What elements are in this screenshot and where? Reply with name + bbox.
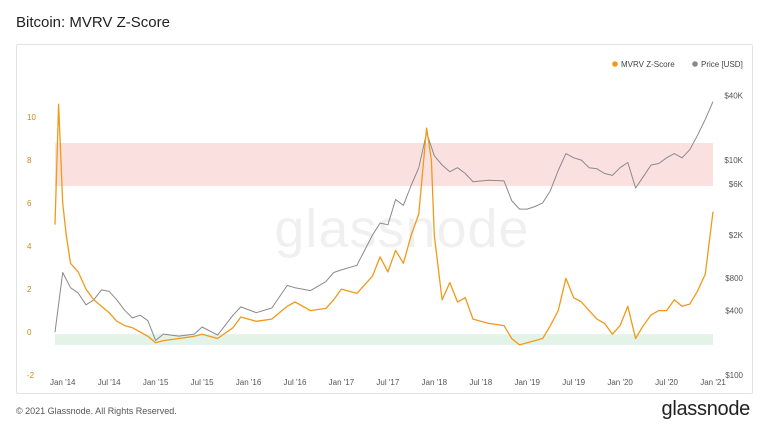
undervalued-band (55, 334, 713, 345)
left-tick-label: 0 (27, 328, 32, 337)
right-tick-label: $100 (725, 371, 743, 380)
left-axis: -2 0 2 4 6 8 10 (27, 113, 36, 380)
left-tick-label: 6 (27, 199, 32, 208)
legend-swatch (612, 61, 618, 67)
x-tick-label: Jan '20 (607, 378, 633, 387)
x-tick-label: Jan '18 (422, 378, 448, 387)
legend: MVRV Z-Score Price [USD] (612, 60, 743, 69)
mvrv-zscore-line (54, 103, 714, 346)
x-tick-label: Jul '14 (98, 378, 121, 387)
x-tick-label: Jul '20 (655, 378, 678, 387)
watermark-text: glassnode (274, 199, 529, 259)
x-axis: Jan '14 Jul '14 Jan '15 Jul '15 Jan '16 Jul '… (50, 378, 726, 387)
right-tick-label: $40K (724, 91, 743, 100)
right-tick-label: $800 (725, 274, 743, 283)
copyright-text: © 2021 Glassnode. All Rights Reserved. (16, 406, 177, 416)
left-tick-label: 4 (27, 242, 32, 251)
x-tick-label: Jan '14 (50, 378, 76, 387)
x-tick-label: Jan '19 (514, 378, 540, 387)
legend-entry[interactable]: MVRV Z-Score (621, 60, 675, 69)
mvrv-chart: glassnode MVRV Z-Score Price [USD] -2 0 2 4 6… (27, 60, 744, 387)
left-tick-label: -2 (27, 371, 35, 380)
x-tick-label: Jul '19 (562, 378, 585, 387)
x-tick-label: Jul '16 (284, 378, 307, 387)
overvalued-band (55, 143, 713, 186)
right-tick-label: $6K (729, 180, 744, 189)
glassnode-logo[interactable]: glassnode (661, 398, 751, 420)
x-tick-label: Jul '17 (376, 378, 399, 387)
left-tick-label: 10 (27, 113, 36, 122)
legend-entry[interactable]: Price [USD] (701, 60, 743, 69)
left-tick-label: 2 (27, 285, 32, 294)
x-tick-label: Jan '17 (329, 378, 355, 387)
x-tick-label: Jan '21 (700, 378, 726, 387)
x-tick-label: Jan '15 (143, 378, 169, 387)
left-tick-label: 8 (27, 156, 32, 165)
x-tick-label: Jul '15 (191, 378, 214, 387)
right-tick-label: $10K (724, 156, 743, 165)
x-tick-label: Jul '18 (469, 378, 492, 387)
x-tick-label: Jan '16 (236, 378, 262, 387)
page-title: Bitcoin: MVRV Z-Score (16, 14, 170, 31)
legend-swatch (692, 61, 698, 67)
price-usd-line (54, 101, 714, 341)
right-axis: $100 $400 $800 $2K $6K $10K $40K (724, 91, 743, 380)
right-tick-label: $2K (729, 231, 744, 240)
right-tick-label: $400 (725, 306, 743, 315)
chart-panel: glassnode MVRV Z-Score Price [USD] -2 0 2 4 6… (16, 44, 753, 394)
